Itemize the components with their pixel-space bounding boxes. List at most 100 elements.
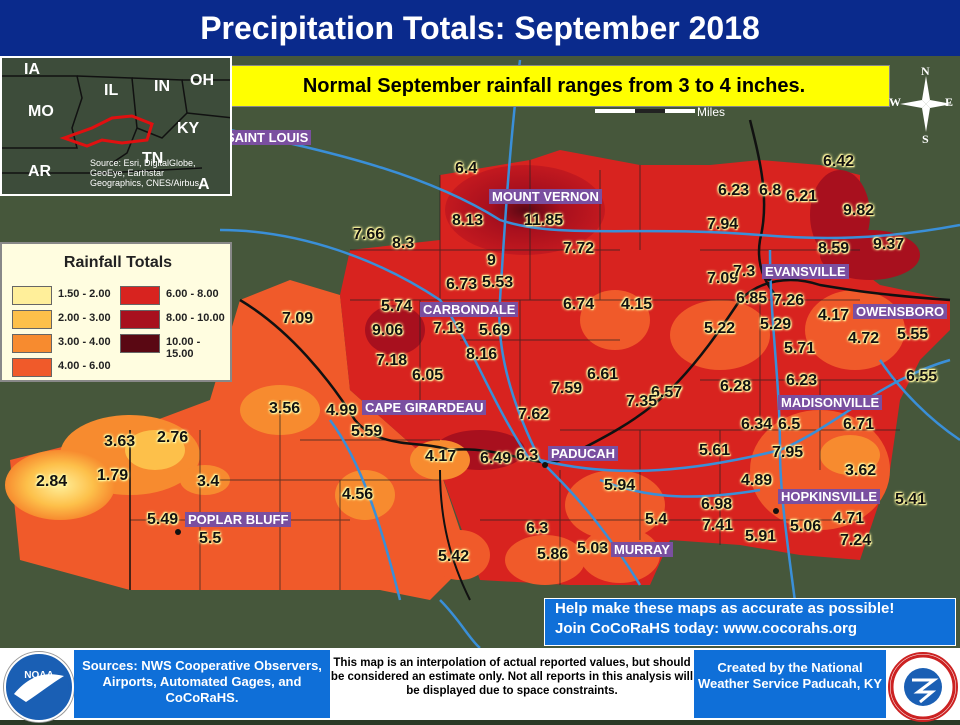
cocorahs-banner: Help make these maps as accurate as poss…	[544, 598, 956, 646]
rainfall-value: 6.5	[778, 416, 801, 433]
legend-swatch	[120, 334, 160, 353]
rainfall-value: 3.63	[104, 433, 136, 450]
rainfall-value: 9.06	[372, 322, 404, 339]
city-label-madisonville: MADISONVILLE	[778, 395, 883, 410]
city-label-paducah: PADUCAH	[548, 446, 619, 461]
rainfall-value: 5.41	[895, 491, 927, 508]
city-label-evansville: EVANSVILLE	[762, 264, 849, 279]
rainfall-value: 4.17	[818, 307, 850, 324]
rainfall-value: 8.59	[818, 240, 850, 257]
rainfall-value: 7.95	[772, 444, 804, 461]
rainfall-value: 6.4	[455, 160, 478, 177]
rainfall-value: 6.34	[741, 416, 773, 433]
rainfall-value: 6.3	[516, 447, 539, 464]
rainfall-value: 5.71	[784, 340, 816, 357]
rainfall-value: 5.5	[199, 530, 222, 547]
rainfall-value: 5.42	[438, 548, 470, 565]
zone-4-6-west	[10, 280, 470, 600]
inset-region-outline	[59, 114, 154, 148]
inset-state-label: IN	[154, 78, 170, 95]
inset-state-label: IL	[104, 82, 119, 99]
city-label-carbondale: CARBONDALE	[420, 302, 519, 317]
rainfall-value: 5.69	[479, 322, 511, 339]
legend-label: 2.00 - 3.00	[58, 312, 111, 324]
legend-swatch	[12, 334, 52, 353]
rainfall-value: 4.17	[425, 448, 457, 465]
rainfall-value: 9.82	[843, 202, 875, 219]
scale-label: Miles	[697, 105, 726, 119]
inset-source-credit: Source: Esri, DigitalGlobe, GeoEye, Eart…	[90, 158, 200, 188]
city-label-cape-girardeau: CAPE GIRARDEAU	[362, 400, 487, 415]
compass-n: N	[921, 64, 930, 78]
legend-label: 1.50 - 2.00	[58, 288, 111, 300]
rainfall-value: 3.62	[845, 462, 877, 479]
legend-swatch	[12, 286, 52, 305]
rainfall-value: 7.72	[563, 240, 595, 257]
map-title: Precipitation Totals: September 2018	[0, 0, 960, 56]
rainfall-value: 6.28	[720, 378, 752, 395]
rainfall-value: 3.56	[269, 400, 301, 417]
rainfall-value: 7.41	[702, 517, 734, 534]
rainfall-value: 7.18	[376, 352, 408, 369]
rainfall-value: 5.59	[351, 423, 383, 440]
rainfall-value: 4.89	[741, 472, 773, 489]
legend-title: Rainfall Totals	[63, 254, 173, 271]
rainfall-value: 4.72	[848, 330, 880, 347]
inset-state-label: AR	[28, 163, 52, 180]
rainfall-value: 5.94	[604, 477, 636, 494]
rainfall-value: 7.09	[282, 310, 314, 327]
rainfall-value: 8.13	[452, 212, 484, 229]
sources-note: Sources: NWS Cooperative Observers, Airp…	[74, 650, 330, 718]
rainfall-value: 1.79	[97, 467, 129, 484]
rainfall-value: 2.76	[157, 429, 189, 446]
rainfall-value: 7.09	[707, 270, 739, 287]
scale-bar: Miles	[595, 105, 725, 119]
rainfall-value: 6.21	[786, 188, 818, 205]
rainfall-value: 5.03	[577, 540, 609, 557]
rainfall-value: 7.59	[551, 380, 583, 397]
rainfall-value: 5.06	[790, 518, 822, 535]
rainfall-value: 5.74	[381, 298, 413, 315]
rainfall-legend: Rainfall Totals 1.50 - 2.00 2.00 - 3.00 3.…	[0, 242, 232, 382]
rainfall-value: 6.57	[651, 384, 683, 401]
rainfall-value: 9	[487, 252, 496, 269]
rainfall-value: 6.49	[480, 450, 512, 467]
cocorahs-link[interactable]: Join CoCoRaHS today: www.cocorahs.org	[555, 620, 857, 637]
rainfall-value: 6.55	[906, 368, 938, 385]
legend-label: 4.00 - 6.00	[58, 360, 111, 372]
compass-e: E	[945, 95, 954, 109]
created-by-note: Created by the National Weather Service …	[694, 650, 886, 718]
rainfall-value: 7.3	[733, 263, 756, 280]
inset-state-label: OH	[190, 72, 214, 89]
rainfall-value: 9.37	[873, 236, 905, 253]
noaa-bird-icon: NOAA	[9, 657, 69, 717]
rainfall-value: 6.98	[701, 496, 733, 513]
inset-state-label: TN	[142, 150, 164, 167]
rainfall-value: 6.74	[563, 296, 595, 313]
inset-state-label: A	[198, 176, 210, 193]
rainfall-value: 6.61	[587, 366, 619, 383]
city-label-saint-louis: SAINT LOUIS	[223, 130, 312, 145]
rainfall-value: 6.85	[736, 290, 768, 307]
rainfall-value: 6.73	[446, 276, 478, 293]
compass-rose: N S E W	[889, 64, 957, 146]
city-label-owensboro: OWENSBORO	[853, 304, 948, 319]
city-label-poplar-bluff: POPLAR BLUFF	[185, 512, 292, 527]
legend-label: 10.00 - 15.00	[166, 336, 201, 360]
disclaimer-note: This map is an interpolation of actual r…	[330, 650, 694, 718]
city-label-murray: MURRAY	[611, 542, 673, 557]
compass-icon	[900, 76, 952, 132]
legend-swatch	[12, 358, 52, 377]
rainfall-value: 5.61	[699, 442, 731, 459]
inset-state-label: IA	[24, 61, 40, 78]
rainfall-value: 6.23	[786, 372, 818, 389]
rainfall-value: 7.66	[353, 226, 385, 243]
rainfall-value: 7.24	[840, 532, 872, 549]
inset-state-label: MO	[28, 103, 54, 120]
rainfall-value: 5.29	[760, 316, 792, 333]
legend-swatch	[120, 286, 160, 305]
rainfall-value: 8.16	[466, 346, 498, 363]
city-label-mount-vernon: MOUNT VERNON	[489, 189, 602, 204]
compass-s: S	[922, 132, 929, 146]
rainfall-value: 6.23	[718, 182, 750, 199]
